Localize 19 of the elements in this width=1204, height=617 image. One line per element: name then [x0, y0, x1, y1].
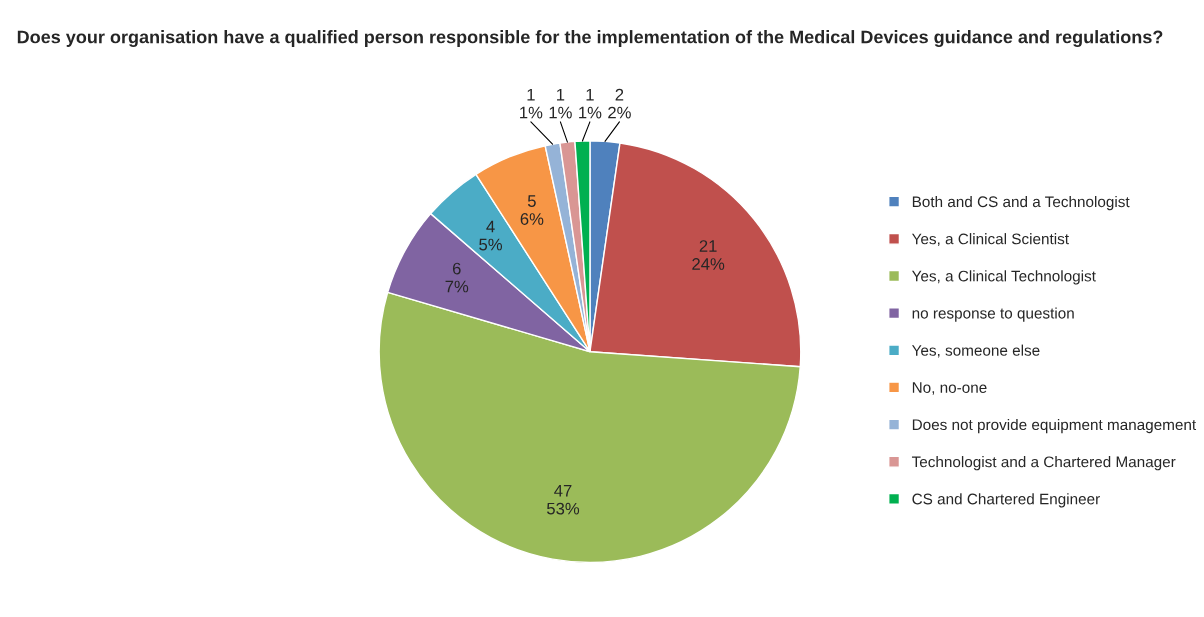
legend-label: No, no-one — [912, 382, 987, 395]
legend-label: Yes, someone else — [911, 344, 1040, 358]
legend-label: Does not provide equipment management — [912, 418, 1197, 434]
legend-label: Technologist and a Chartered Manager — [911, 456, 1176, 471]
legend-label: no response to question — [912, 307, 1074, 322]
data-label: 47 53% — [547, 484, 580, 515]
data-label: 2 2% — [608, 88, 631, 119]
data-label: 1 1% — [549, 88, 572, 119]
legend-label: Both and CS and a Technologist — [912, 195, 1130, 211]
legend-label: Yes, a Clinical Technologist — [911, 270, 1096, 285]
legend-label: Yes, a Clinical Scientist — [911, 233, 1069, 247]
data-label: 21 24% — [692, 240, 725, 270]
legend-label: CS and Chartered Engineer — [912, 493, 1100, 508]
chart-title: Does your organisation have a qualified person responsible for the implementation of the Medical Devices guidance and regulations? — [17, 30, 1163, 47]
data-label: 1 1% — [579, 88, 602, 119]
data-label: 4 5% — [479, 220, 503, 251]
data-label: 1 1% — [520, 88, 543, 119]
data-label: 6 7% — [445, 262, 469, 293]
data-label: 5 6% — [520, 195, 544, 225]
